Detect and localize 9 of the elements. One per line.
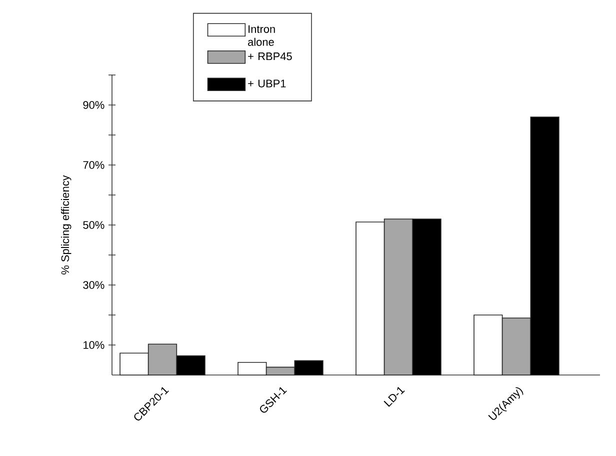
y-axis-title: % Splicing efficiency — [61, 175, 72, 274]
legend-label: Intron alone — [248, 25, 275, 46]
y-tick-label: 10% — [84, 341, 104, 349]
legend-label: + UBP1 — [248, 80, 286, 88]
legend-label: + RBP45 — [248, 52, 292, 60]
y-tick-label: 70% — [83, 161, 104, 169]
y-tick-label: 90% — [83, 101, 104, 109]
y-tick-label: 30% — [83, 281, 104, 289]
y-tick-label: 50% — [83, 221, 104, 229]
